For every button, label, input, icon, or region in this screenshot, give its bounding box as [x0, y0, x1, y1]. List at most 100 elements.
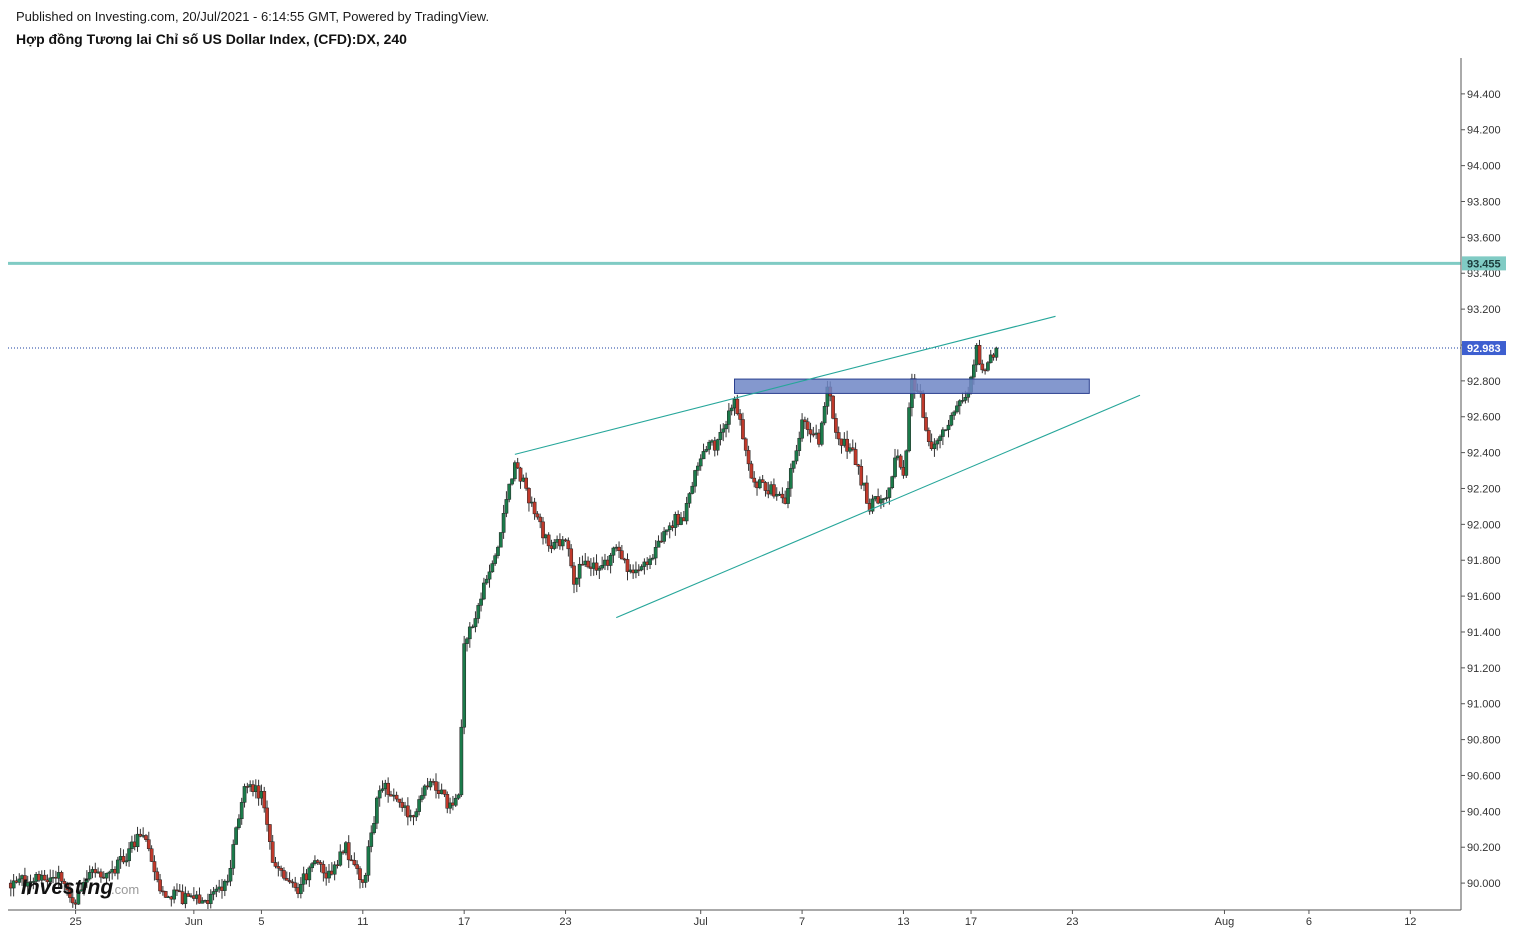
candle-body — [980, 363, 985, 371]
candle-bearish — [270, 834, 275, 863]
candle-bullish — [870, 494, 875, 514]
candle-bearish — [138, 828, 143, 838]
candle-bullish — [938, 434, 942, 449]
candle-body — [822, 406, 827, 424]
candle-bullish — [574, 577, 579, 593]
published-caption: Published on Investing.com, 20/Jul/2021 … — [16, 9, 490, 24]
candle-bearish — [93, 862, 98, 878]
candle-bearish — [152, 855, 157, 881]
candle-body — [149, 848, 154, 862]
candle-body — [701, 451, 706, 460]
candle-bullish — [31, 877, 36, 890]
candle-bearish — [541, 517, 545, 545]
candle-bearish — [445, 791, 450, 814]
candle-body — [527, 488, 531, 504]
candle-body — [428, 781, 433, 788]
candle-bearish — [535, 511, 540, 520]
candle-bullish — [552, 539, 557, 551]
candle-body — [743, 438, 748, 451]
candle-body — [741, 419, 745, 440]
candle-bullish — [653, 540, 658, 566]
candle-bearish — [284, 871, 289, 881]
candle-body — [803, 419, 807, 423]
candle-bearish — [625, 553, 630, 581]
candle-bullish — [800, 413, 804, 442]
candle-bearish — [749, 460, 754, 479]
candle-body — [265, 807, 269, 825]
candle-bullish — [234, 826, 238, 845]
candle-body — [121, 856, 126, 863]
candle-body — [800, 419, 804, 439]
candle-bullish — [428, 778, 433, 791]
candle-bullish — [704, 445, 709, 453]
candle-body — [237, 818, 241, 828]
candle-bullish — [82, 877, 86, 896]
candle-body — [332, 864, 337, 875]
candle-bullish — [794, 444, 799, 465]
candle-bullish — [417, 795, 421, 816]
candle-bearish — [358, 866, 362, 889]
candle-body — [470, 626, 475, 629]
candle-bearish — [980, 359, 985, 374]
candle-body — [684, 503, 689, 522]
candle-bullish — [490, 560, 495, 573]
candle-body — [687, 493, 692, 504]
candle-body — [859, 466, 864, 486]
y-tick-label: 93.800 — [1467, 196, 1501, 208]
candle-bullish — [797, 431, 802, 457]
candle-bullish — [366, 840, 371, 882]
candle-bearish — [65, 881, 69, 896]
candle-body — [572, 565, 576, 585]
candle-body — [501, 513, 506, 533]
candle-body — [175, 889, 179, 892]
candle-bearish — [273, 856, 278, 869]
candle-bearish — [586, 556, 590, 569]
candle-body — [211, 891, 216, 895]
candle-bearish — [743, 437, 748, 457]
y-tick-label: 92.800 — [1467, 376, 1501, 388]
candle-bullish — [988, 349, 993, 364]
candle-bearish — [834, 413, 838, 439]
y-tick-label: 92.200 — [1467, 483, 1501, 495]
candle-body — [780, 493, 785, 499]
candle-bearish — [400, 797, 405, 812]
candle-bullish — [493, 553, 497, 566]
candle-body — [183, 893, 188, 905]
candle-body — [493, 555, 497, 564]
candle-bullish — [208, 889, 213, 909]
candle-bullish — [611, 546, 616, 563]
candle-body — [977, 344, 982, 365]
candle-body — [135, 833, 140, 848]
resistance-zone-rectangle[interactable] — [734, 378, 1090, 394]
current-price-tag: 92.983 — [1462, 341, 1506, 356]
x-tick-label: 13 — [897, 916, 909, 928]
candle-bearish — [268, 823, 272, 850]
candle-bearish — [546, 532, 551, 552]
candle-body — [282, 870, 286, 879]
x-tick-label: 23 — [1066, 916, 1078, 928]
candle-bullish — [819, 421, 824, 447]
candle-body — [487, 571, 492, 580]
candle-body — [369, 832, 374, 847]
candle-bullish — [377, 785, 382, 807]
candle-body — [834, 418, 838, 433]
candles-group — [8, 339, 999, 909]
candle-bearish — [276, 861, 281, 877]
upper-trendline[interactable] — [514, 315, 1056, 455]
y-tick-label: 94.400 — [1467, 89, 1501, 101]
candle-bullish — [79, 884, 84, 892]
candle-body — [904, 450, 909, 476]
candle-bullish — [994, 346, 999, 361]
candle-body — [718, 431, 723, 440]
candle-bearish — [746, 445, 751, 471]
candle-body — [504, 499, 509, 514]
candle-bearish — [282, 867, 286, 881]
candle-body — [786, 488, 790, 504]
candle-body — [639, 566, 644, 571]
candle-body — [372, 823, 376, 834]
candle-bearish — [856, 463, 861, 475]
lower-trendline[interactable] — [616, 394, 1141, 619]
candle-bearish — [191, 887, 196, 902]
candle-bullish — [214, 884, 219, 898]
